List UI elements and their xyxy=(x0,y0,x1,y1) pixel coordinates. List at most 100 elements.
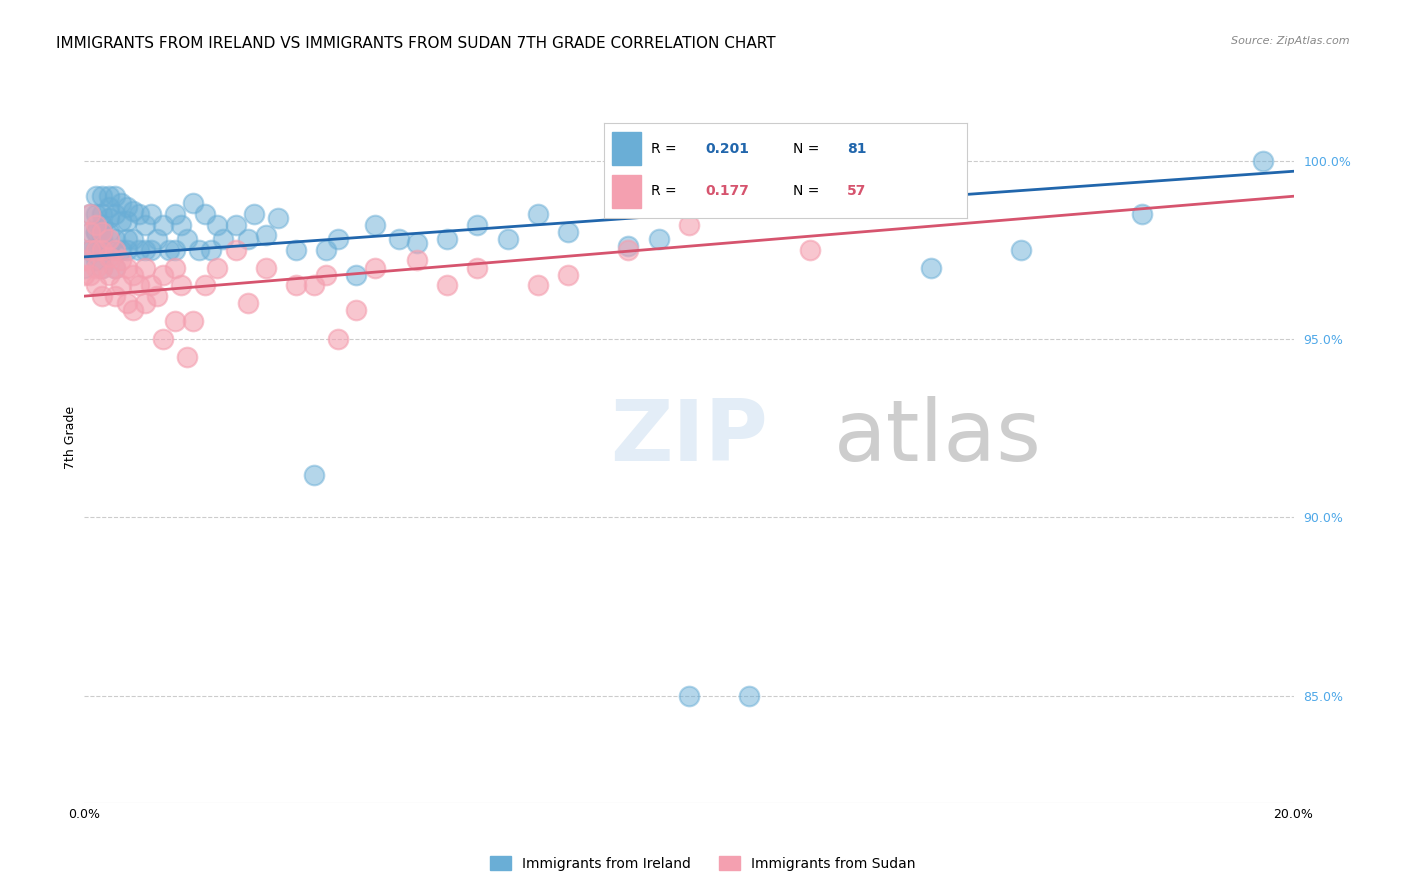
Point xyxy=(121,232,143,246)
Point xyxy=(79,207,101,221)
Text: Source: ZipAtlas.com: Source: ZipAtlas.com xyxy=(1232,36,1350,45)
Point xyxy=(86,243,108,257)
Point xyxy=(73,253,96,268)
Point xyxy=(1130,207,1153,221)
Point xyxy=(242,207,264,221)
Point xyxy=(1253,153,1275,168)
Point xyxy=(285,243,308,257)
Point xyxy=(110,196,132,211)
Point xyxy=(73,268,96,282)
Point xyxy=(73,260,96,275)
Point xyxy=(91,189,114,203)
Point xyxy=(134,296,156,310)
Point xyxy=(678,689,700,703)
Point xyxy=(91,232,114,246)
Point xyxy=(79,225,101,239)
Point xyxy=(406,253,429,268)
Point xyxy=(79,243,101,257)
Point xyxy=(91,289,114,303)
Point xyxy=(346,303,368,318)
Point xyxy=(121,203,143,218)
Point xyxy=(139,243,162,257)
Point xyxy=(91,260,114,275)
Point xyxy=(91,207,114,221)
Text: atlas: atlas xyxy=(834,395,1042,479)
Point xyxy=(121,303,143,318)
Point xyxy=(467,218,489,232)
Point xyxy=(212,232,235,246)
Point xyxy=(79,207,101,221)
Point xyxy=(170,278,193,293)
Point xyxy=(134,218,156,232)
Point xyxy=(86,225,108,239)
Point xyxy=(799,243,821,257)
Point xyxy=(152,218,174,232)
Point xyxy=(134,243,156,257)
Point xyxy=(267,211,290,225)
Point xyxy=(79,225,101,239)
Point xyxy=(557,225,579,239)
Point xyxy=(165,207,187,221)
Point xyxy=(115,200,138,214)
Point xyxy=(146,289,169,303)
Point xyxy=(406,235,429,250)
Point xyxy=(104,189,127,203)
Point xyxy=(157,243,180,257)
Point xyxy=(176,350,198,364)
Point xyxy=(225,243,247,257)
Point xyxy=(97,268,120,282)
Point xyxy=(91,260,114,275)
Point xyxy=(104,260,127,275)
Point xyxy=(146,232,169,246)
Point xyxy=(207,260,229,275)
Point xyxy=(236,232,259,246)
Point xyxy=(97,232,120,246)
Point xyxy=(617,243,640,257)
Point xyxy=(86,189,108,203)
Point xyxy=(86,243,108,257)
Point xyxy=(302,467,325,482)
Point xyxy=(115,260,138,275)
Point xyxy=(648,232,671,246)
Point xyxy=(128,278,150,293)
Point xyxy=(115,214,138,228)
Point xyxy=(86,260,108,275)
Point xyxy=(86,278,108,293)
Legend: Immigrants from Ireland, Immigrants from Sudan: Immigrants from Ireland, Immigrants from… xyxy=(485,850,921,876)
Point xyxy=(436,278,458,293)
Point xyxy=(86,218,108,232)
Point xyxy=(436,232,458,246)
Point xyxy=(302,278,325,293)
Point xyxy=(152,332,174,346)
Point xyxy=(128,243,150,257)
Point xyxy=(363,260,385,275)
Point xyxy=(254,228,277,243)
Point xyxy=(91,225,114,239)
Point xyxy=(328,232,350,246)
Point xyxy=(139,207,162,221)
Text: ZIP: ZIP xyxy=(610,395,768,479)
Point xyxy=(110,278,132,293)
Point xyxy=(194,207,217,221)
Point xyxy=(110,243,132,257)
Point xyxy=(152,268,174,282)
Point xyxy=(165,314,187,328)
Point xyxy=(97,243,120,257)
Point xyxy=(128,207,150,221)
Point xyxy=(328,332,350,346)
Point xyxy=(97,250,120,264)
Point xyxy=(285,278,308,293)
Point xyxy=(104,243,127,257)
Point xyxy=(496,232,519,246)
Point xyxy=(346,268,368,282)
Point xyxy=(165,260,187,275)
Point xyxy=(363,218,385,232)
Y-axis label: 7th Grade: 7th Grade xyxy=(65,406,77,468)
Point xyxy=(139,278,162,293)
Point xyxy=(97,225,120,239)
Point xyxy=(104,289,127,303)
Point xyxy=(134,260,156,275)
Point xyxy=(86,225,108,239)
Point xyxy=(920,260,942,275)
Point xyxy=(79,268,101,282)
